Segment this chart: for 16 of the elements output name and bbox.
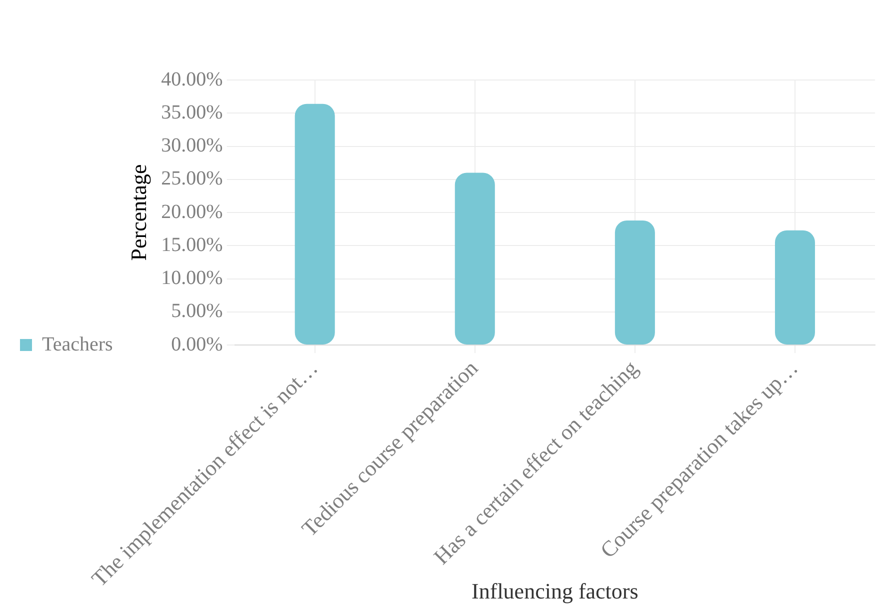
bar: [454, 172, 495, 344]
y-tick-label: 10.00%: [161, 267, 223, 289]
y-axis-title: Percentage: [126, 164, 151, 261]
x-axis-title: Influencing factors: [472, 578, 638, 604]
bar: [774, 230, 815, 344]
y-tick-label: 35.00%: [161, 101, 223, 124]
y-tick-label: 25.00%: [161, 168, 223, 190]
legend-label: Teachers: [42, 333, 113, 356]
y-tick-label: 30.00%: [161, 134, 223, 156]
y-tick-label: 20.00%: [161, 200, 223, 223]
y-tick-label: 5.00%: [171, 300, 223, 322]
y-tick-label: 15.00%: [161, 234, 223, 256]
bar: [614, 220, 655, 344]
y-tick-label: 40.00%: [161, 68, 223, 90]
bar: [294, 104, 335, 344]
y-tick-label: 0.00%: [171, 333, 223, 356]
